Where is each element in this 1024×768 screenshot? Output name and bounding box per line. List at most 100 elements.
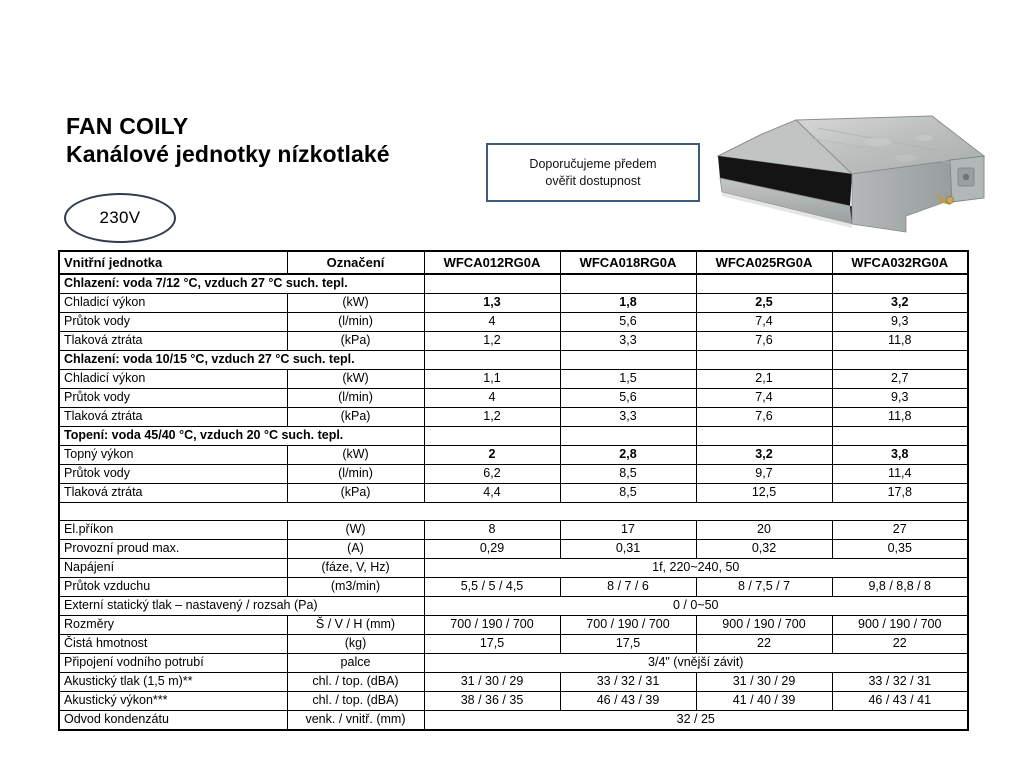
row-value: 20 [695,520,833,540]
row-value: 8,5 [559,483,697,503]
callout-line-2: ověřit dostupnost [545,173,641,188]
column-header-model-4: WFCA032RG0A [831,250,969,275]
row-value: 17,5 [423,634,561,654]
row-unit: (kPa) [286,407,425,427]
table-section-row: Chlazení: voda 10/15 °C, vzduch 27 °C su… [58,350,969,370]
row-unit: (fáze, V, Hz) [286,558,425,578]
section-empty-cell [559,350,697,370]
table-section-row: Chlazení: voda 7/12 °C, vzduch 27 °C suc… [58,273,969,294]
table-row: Tlaková ztráta (kPa) 1,2 3,3 7,6 11,8 [58,331,969,351]
row-value: 17,8 [831,483,969,503]
table-row: Chladicí výkon (kW) 1,1 1,5 2,1 2,7 [58,369,969,389]
section-empty-cell [831,426,969,446]
table-row: Průtok vody (l/min) 4 5,6 7,4 9,3 [58,388,969,408]
row-unit: (m3/min) [286,577,425,597]
table-row: Tlaková ztráta (kPa) 4,4 8,5 12,5 17,8 [58,483,969,503]
section-empty-cell [559,273,697,294]
row-merged-value: 1f, 220~240, 50 [423,558,969,578]
row-value: 17 [559,520,697,540]
row-value: 11,4 [831,464,969,484]
row-value: 900 / 190 / 700 [695,615,833,635]
row-value: 17,5 [559,634,697,654]
row-value: 31 / 30 / 29 [695,672,833,692]
row-label: Odvod kondenzátu [58,710,288,731]
table-row: Čistá hmotnost (kg) 17,5 17,5 22 22 [58,634,969,654]
row-value: 0,32 [695,539,833,559]
row-value: 5,6 [559,388,697,408]
availability-callout-text: Doporučujeme předem ověřit dostupnost [523,156,662,189]
row-value: 4,4 [423,483,561,503]
row-value: 700 / 190 / 700 [423,615,561,635]
table-header-row: Vnitřní jednotka Označení WFCA012RG0A WF… [58,250,969,275]
row-label: El.příkon [58,520,288,540]
voltage-badge: 230V [64,193,176,243]
row-merged-value: 32 / 25 [423,710,969,731]
availability-callout: Doporučujeme předem ověřit dostupnost [486,143,700,202]
row-value: 1,1 [423,369,561,389]
row-value: 1,3 [423,293,561,313]
row-label: Provozní proud max. [58,539,288,559]
row-value: 1,2 [423,331,561,351]
row-value: 8 [423,520,561,540]
column-header-model-2: WFCA018RG0A [559,250,697,275]
row-value: 4 [423,312,561,332]
row-value: 33 / 32 / 31 [831,672,969,692]
table-row: Průtok vody (l/min) 4 5,6 7,4 9,3 [58,312,969,332]
row-value: 46 / 43 / 39 [559,691,697,711]
row-unit: (l/min) [286,388,425,408]
row-value: 31 / 30 / 29 [423,672,561,692]
row-value: 3,3 [559,407,697,427]
row-value: 2,1 [695,369,833,389]
row-value: 7,6 [695,407,833,427]
row-value: 9,3 [831,312,969,332]
page-subtitle: Kanálové jednotky nízkotlaké [66,141,390,168]
row-unit: chl. / top. (dBA) [286,691,425,711]
row-merged-value: 3/4" (vnější závit) [423,653,969,673]
row-label: Připojení vodního potrubí [58,653,288,673]
row-value: 5,5 / 5 / 4,5 [423,577,561,597]
row-value: 9,3 [831,388,969,408]
row-value: 3,2 [831,293,969,313]
row-unit: (kPa) [286,483,425,503]
table-row: Externí statický tlak – nastavený / rozs… [58,596,969,616]
row-label: Napájení [58,558,288,578]
table-row: Chladicí výkon (kW) 1,3 1,8 2,5 3,2 [58,293,969,313]
row-value: 2 [423,445,561,465]
row-label: Akustický tlak (1,5 m)** [58,672,288,692]
row-unit: (kPa) [286,331,425,351]
section-label: Chlazení: voda 10/15 °C, vzduch 27 °C su… [58,350,425,370]
row-value: 9,8 / 8,8 / 8 [831,577,969,597]
table-row: Akustický výkon*** chl. / top. (dBA) 38 / … [58,691,969,711]
column-header-model-3: WFCA025RG0A [695,250,833,275]
section-label: Topení: voda 45/40 °C, vzduch 20 °C such… [58,426,425,446]
section-empty-cell [695,426,833,446]
row-value: 3,8 [831,445,969,465]
row-value: 1,8 [559,293,697,313]
table-section-row: Topení: voda 45/40 °C, vzduch 20 °C such… [58,426,969,446]
section-empty-cell [695,350,833,370]
table-row: Tlaková ztráta (kPa) 1,2 3,3 7,6 11,8 [58,407,969,427]
row-label: Chladicí výkon [58,293,288,313]
row-value: 7,4 [695,312,833,332]
row-value: 0,31 [559,539,697,559]
section-empty-cell [831,273,969,294]
section-empty-cell [423,426,561,446]
row-unit: palce [286,653,425,673]
row-value: 7,6 [695,331,833,351]
row-unit: (l/min) [286,464,425,484]
product-photo [700,112,992,240]
row-unit: chl. / top. (dBA) [286,672,425,692]
page-header: FAN COILY Kanálové jednotky nízkotlaké [66,112,496,168]
row-unit: (kW) [286,445,425,465]
row-value: 41 / 40 / 39 [695,691,833,711]
row-label: Rozměry [58,615,288,635]
table-row: Připojení vodního potrubí palce 3/4" (vněj… [58,653,969,673]
row-value: 27 [831,520,969,540]
voltage-badge-label: 230V [99,208,141,227]
row-value: 8 / 7,5 / 7 [695,577,833,597]
row-label: Průtok vody [58,388,288,408]
section-empty-cell [423,273,561,294]
row-value: 9,7 [695,464,833,484]
row-label: Tlaková ztráta [58,483,288,503]
row-unit: (kg) [286,634,425,654]
